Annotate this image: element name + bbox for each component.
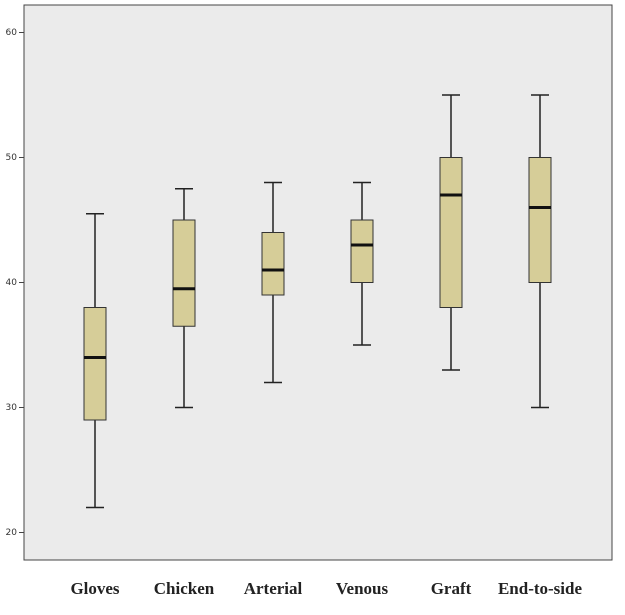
x-tick-label: Arterial — [244, 579, 303, 598]
plot-area — [23, 4, 613, 561]
y-tick-label: 50 — [6, 153, 18, 163]
box — [172, 219, 196, 327]
box — [261, 232, 285, 296]
box — [439, 157, 463, 308]
x-tick-label: Chicken — [154, 579, 215, 598]
x-tick-label: Venous — [336, 579, 389, 598]
box — [528, 157, 552, 283]
box — [83, 307, 107, 421]
y-tick-label: 30 — [6, 403, 18, 413]
y-tick-label: 20 — [6, 528, 18, 538]
y-tick-label: 40 — [6, 278, 18, 288]
x-tick-label: Graft — [431, 579, 472, 598]
x-tick-label: Gloves — [70, 579, 119, 598]
y-tick-label: 60 — [6, 28, 18, 38]
box — [350, 219, 374, 283]
x-tick-label: End-to-side — [498, 579, 583, 598]
